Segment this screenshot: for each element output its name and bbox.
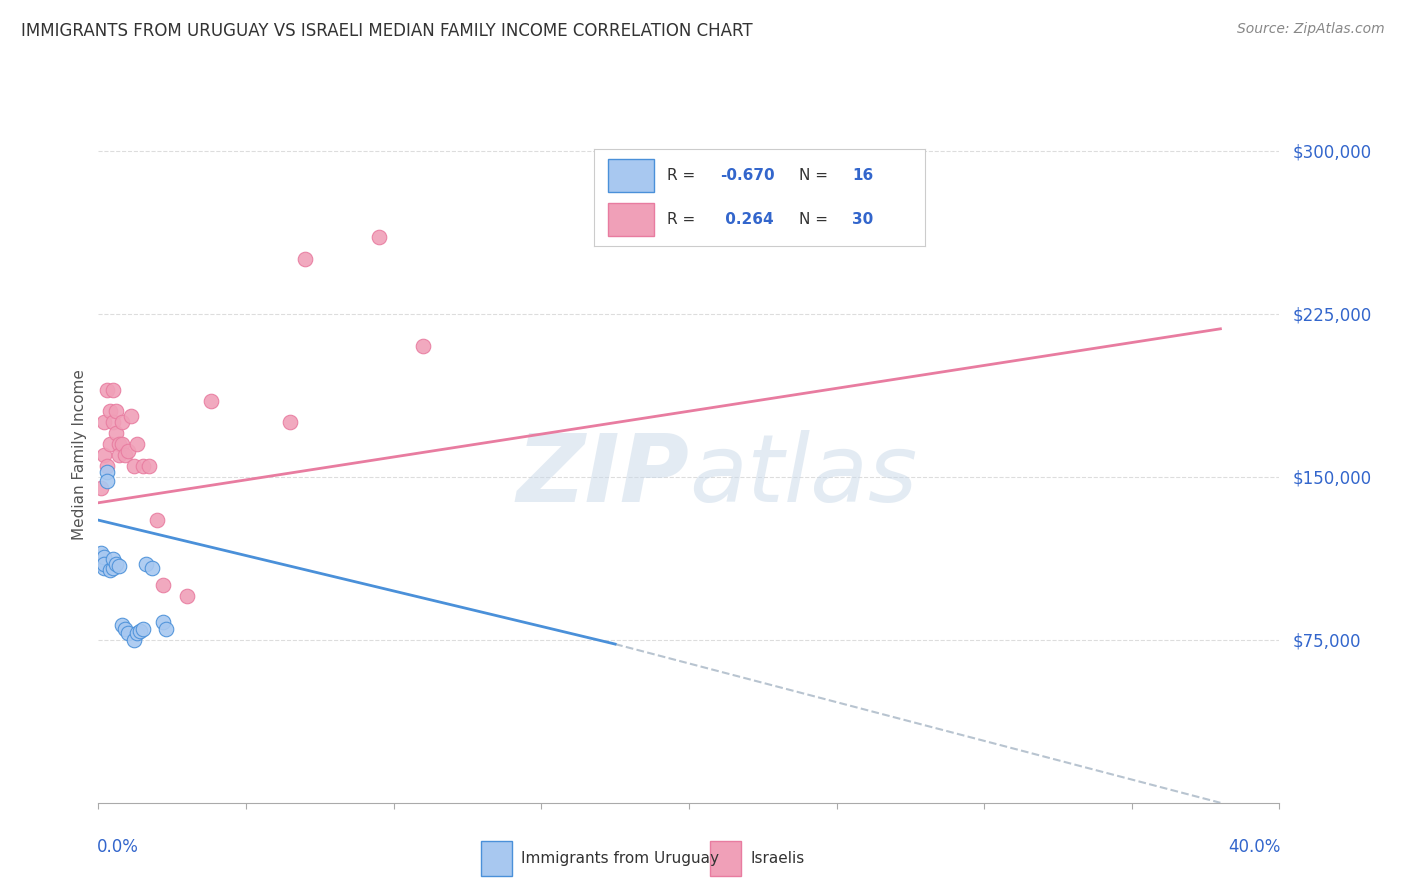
Text: IMMIGRANTS FROM URUGUAY VS ISRAELI MEDIAN FAMILY INCOME CORRELATION CHART: IMMIGRANTS FROM URUGUAY VS ISRAELI MEDIA… <box>21 22 752 40</box>
FancyBboxPatch shape <box>607 159 654 192</box>
Text: 0.264: 0.264 <box>720 212 773 227</box>
Point <box>122 632 145 647</box>
Text: 16: 16 <box>852 168 873 183</box>
Point <box>111 617 134 632</box>
Point <box>105 426 128 441</box>
Point <box>135 557 157 571</box>
Point <box>90 552 112 566</box>
Point <box>117 626 139 640</box>
Point <box>93 415 115 429</box>
Point <box>114 448 136 462</box>
Point <box>155 622 177 636</box>
Point <box>108 437 131 451</box>
Point <box>125 626 148 640</box>
Point <box>103 552 125 566</box>
Point <box>132 458 155 473</box>
Point <box>141 561 163 575</box>
Text: ZIP: ZIP <box>516 430 689 522</box>
Point <box>132 622 155 636</box>
Text: N =: N = <box>800 212 834 227</box>
Point <box>120 409 142 423</box>
Point <box>98 437 121 451</box>
Point <box>103 561 125 575</box>
Point <box>96 474 118 488</box>
FancyBboxPatch shape <box>607 203 654 236</box>
Point <box>96 458 118 473</box>
Point <box>294 252 316 267</box>
Point <box>108 558 131 573</box>
Point <box>90 481 112 495</box>
Point <box>103 415 125 429</box>
Text: R =: R = <box>668 168 700 183</box>
Point <box>152 578 174 592</box>
Point <box>368 230 391 244</box>
Text: Immigrants from Uruguay: Immigrants from Uruguay <box>522 851 720 866</box>
Point <box>90 557 112 571</box>
Point <box>176 589 198 603</box>
Point <box>90 546 112 560</box>
Point <box>412 339 434 353</box>
Point <box>93 557 115 571</box>
Point <box>98 563 121 577</box>
Point <box>152 615 174 630</box>
Point <box>108 448 131 462</box>
Point <box>114 622 136 636</box>
Point <box>111 437 134 451</box>
FancyBboxPatch shape <box>710 841 741 876</box>
Point <box>98 404 121 418</box>
Text: R =: R = <box>668 212 700 227</box>
Point <box>122 458 145 473</box>
Point <box>93 448 115 462</box>
Point <box>105 404 128 418</box>
Point <box>96 383 118 397</box>
Point <box>117 443 139 458</box>
Point <box>128 624 150 638</box>
Point <box>146 513 169 527</box>
FancyBboxPatch shape <box>481 841 512 876</box>
Point <box>125 437 148 451</box>
Y-axis label: Median Family Income: Median Family Income <box>72 369 87 541</box>
Point <box>93 550 115 565</box>
Text: -0.670: -0.670 <box>720 168 775 183</box>
Point <box>111 415 134 429</box>
Point <box>278 415 302 429</box>
Point <box>138 458 160 473</box>
Text: 30: 30 <box>852 212 873 227</box>
Point <box>93 561 115 575</box>
Point <box>103 383 125 397</box>
Text: Israelis: Israelis <box>751 851 804 866</box>
Text: 40.0%: 40.0% <box>1229 838 1281 855</box>
Point <box>105 557 128 571</box>
Point <box>96 466 118 480</box>
Point <box>200 393 222 408</box>
Text: N =: N = <box>800 168 834 183</box>
Text: Source: ZipAtlas.com: Source: ZipAtlas.com <box>1237 22 1385 37</box>
Text: atlas: atlas <box>689 430 917 521</box>
Text: 0.0%: 0.0% <box>97 838 139 855</box>
